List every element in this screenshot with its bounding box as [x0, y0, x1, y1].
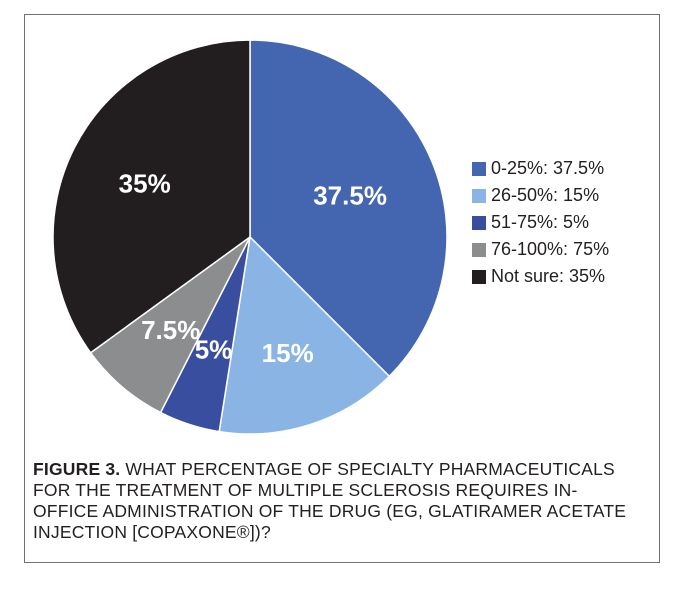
figure-caption: FIGURE 3. WHAT PERCENTAGE OF SPECIALTY P…	[33, 459, 633, 543]
pie-slice-2	[218, 235, 391, 435]
legend-swatch-2	[472, 188, 486, 203]
legend-label-5: Not sure: 35%	[491, 266, 606, 286]
pie-slice-label-4: 7.5%	[141, 315, 200, 345]
legend-label-3: 51-75%: 5%	[491, 212, 590, 232]
chart-legend: 0-25%: 37.5% 26-50%: 15% 51-75%: 5% 76-100%…	[472, 155, 609, 290]
pie-slice-label-2: 15%	[262, 338, 314, 368]
legend-label-4: 76-100%: 75%	[491, 239, 610, 259]
legend-item-5: Not sure: 35%	[472, 263, 609, 290]
legend-swatch-4	[472, 242, 486, 257]
figure-label: FIGURE 3.	[33, 459, 121, 479]
figure-caption-text: WHAT PERCENTAGE OF SPECIALTY PHARMACEUTI…	[33, 459, 627, 542]
legend-label-1: 0-25%: 37.5%	[491, 158, 605, 178]
pie-slice-label-1: 37.5%	[313, 181, 387, 211]
legend-swatch-1	[472, 161, 486, 176]
legend-item-2: 26-50%: 15%	[472, 182, 609, 209]
pie-slice-1	[249, 39, 448, 378]
pie-slice-label-5: 35%	[119, 168, 171, 198]
legend-item-1: 0-25%: 37.5%	[472, 155, 609, 182]
legend-item-3: 51-75%: 5%	[472, 209, 609, 236]
legend-swatch-5	[472, 269, 486, 284]
legend-item-4: 76-100%: 75%	[472, 236, 609, 263]
legend-label-2: 26-50%: 15%	[491, 185, 600, 205]
pie-slice-5	[52, 39, 251, 354]
pie-slice-label-3: 5%	[195, 334, 233, 364]
legend-swatch-3	[472, 215, 486, 230]
